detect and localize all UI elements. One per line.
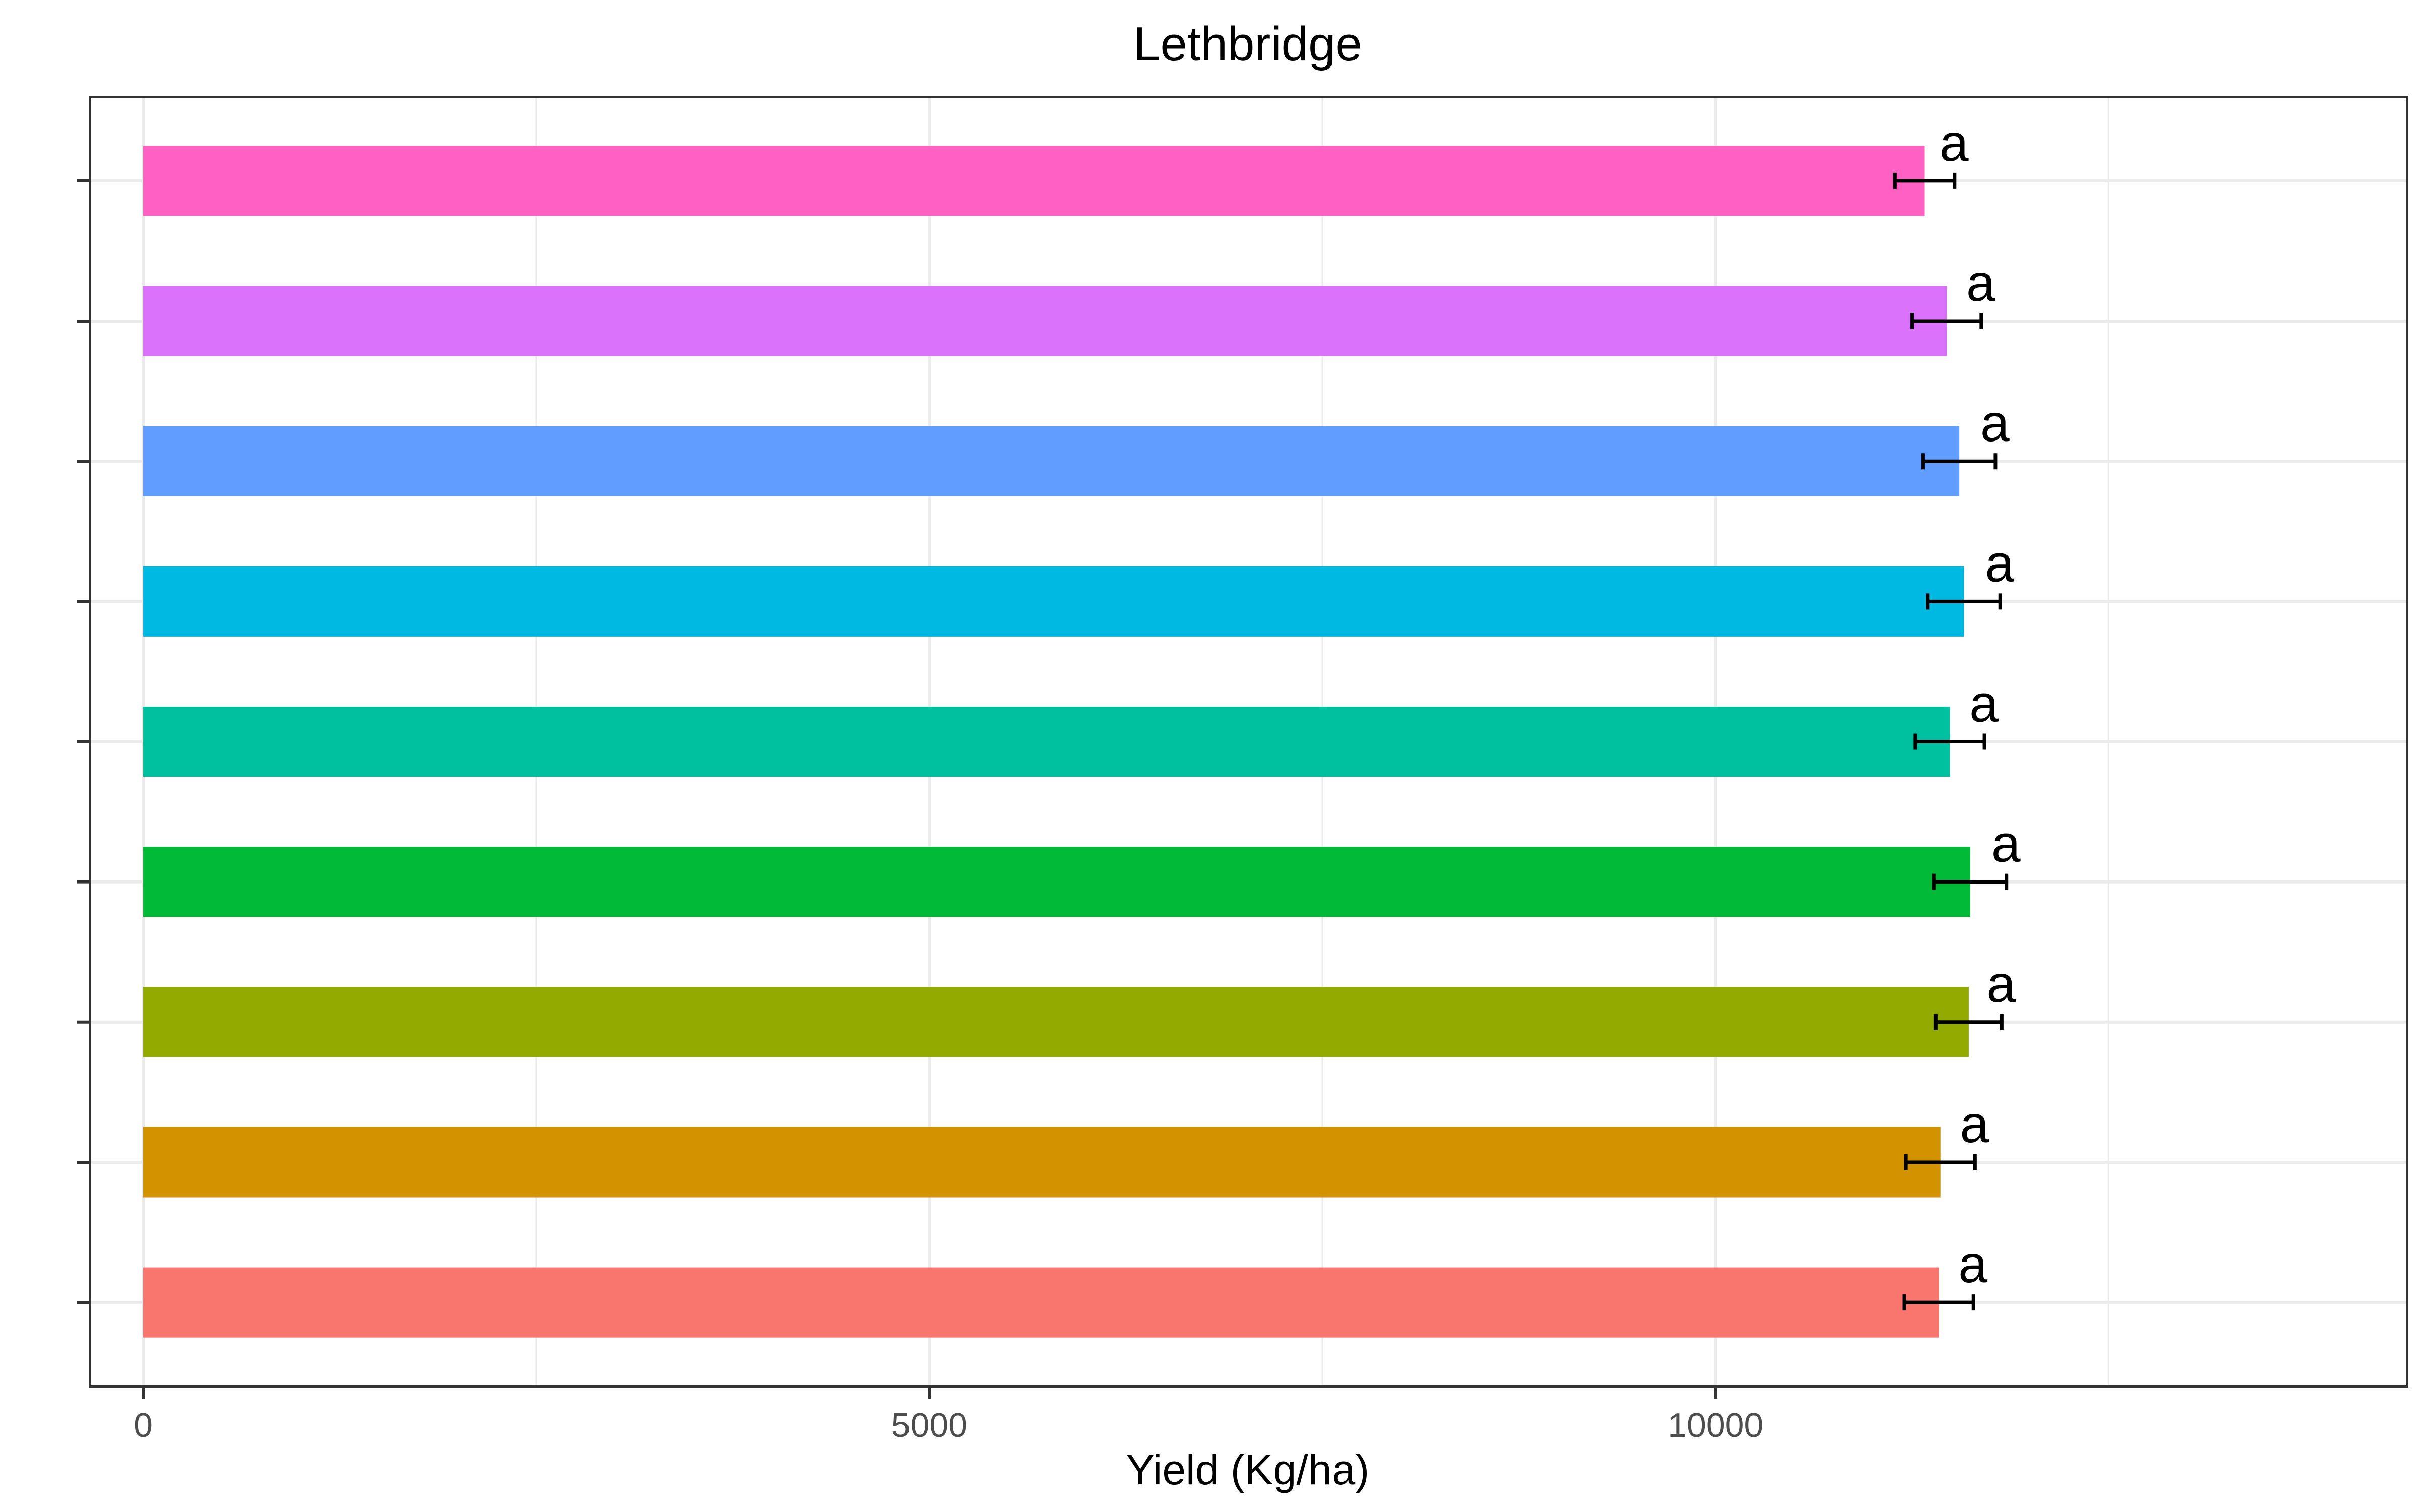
data-label: a	[1966, 254, 1995, 312]
data-labels: a a a a a a a a a	[1940, 114, 2021, 1294]
data-label: a	[1986, 955, 2016, 1014]
bar	[143, 847, 1970, 917]
data-label: a	[1969, 675, 1999, 733]
bar	[143, 426, 1960, 496]
bar	[143, 566, 1964, 637]
data-label: a	[1985, 534, 2014, 593]
data-label: a	[1980, 394, 2010, 453]
data-label: a	[1940, 114, 1969, 172]
bar	[143, 706, 1950, 777]
bar	[143, 987, 1969, 1057]
bar	[143, 146, 1925, 216]
chart-title: Lethbridge	[1133, 17, 1362, 71]
error-bars	[1893, 172, 2009, 1311]
data-label: a	[1991, 815, 2021, 873]
x-tick-label: 5000	[891, 1406, 967, 1444]
bar	[143, 1127, 1941, 1198]
x-tick-label: 0	[134, 1406, 153, 1444]
bars	[143, 146, 1970, 1338]
data-label: a	[1958, 1235, 1987, 1294]
bar	[143, 286, 1947, 356]
x-axis-ticks	[142, 1387, 1717, 1399]
y-axis-ticks	[77, 179, 90, 1304]
bar	[143, 1267, 1939, 1338]
data-label: a	[1960, 1095, 1989, 1154]
x-axis-tick-labels: 0 5000 10000	[134, 1406, 1763, 1444]
x-tick-label: 10000	[1668, 1406, 1763, 1444]
x-axis-label: Yield (Kg/ha)	[1126, 1446, 1369, 1493]
